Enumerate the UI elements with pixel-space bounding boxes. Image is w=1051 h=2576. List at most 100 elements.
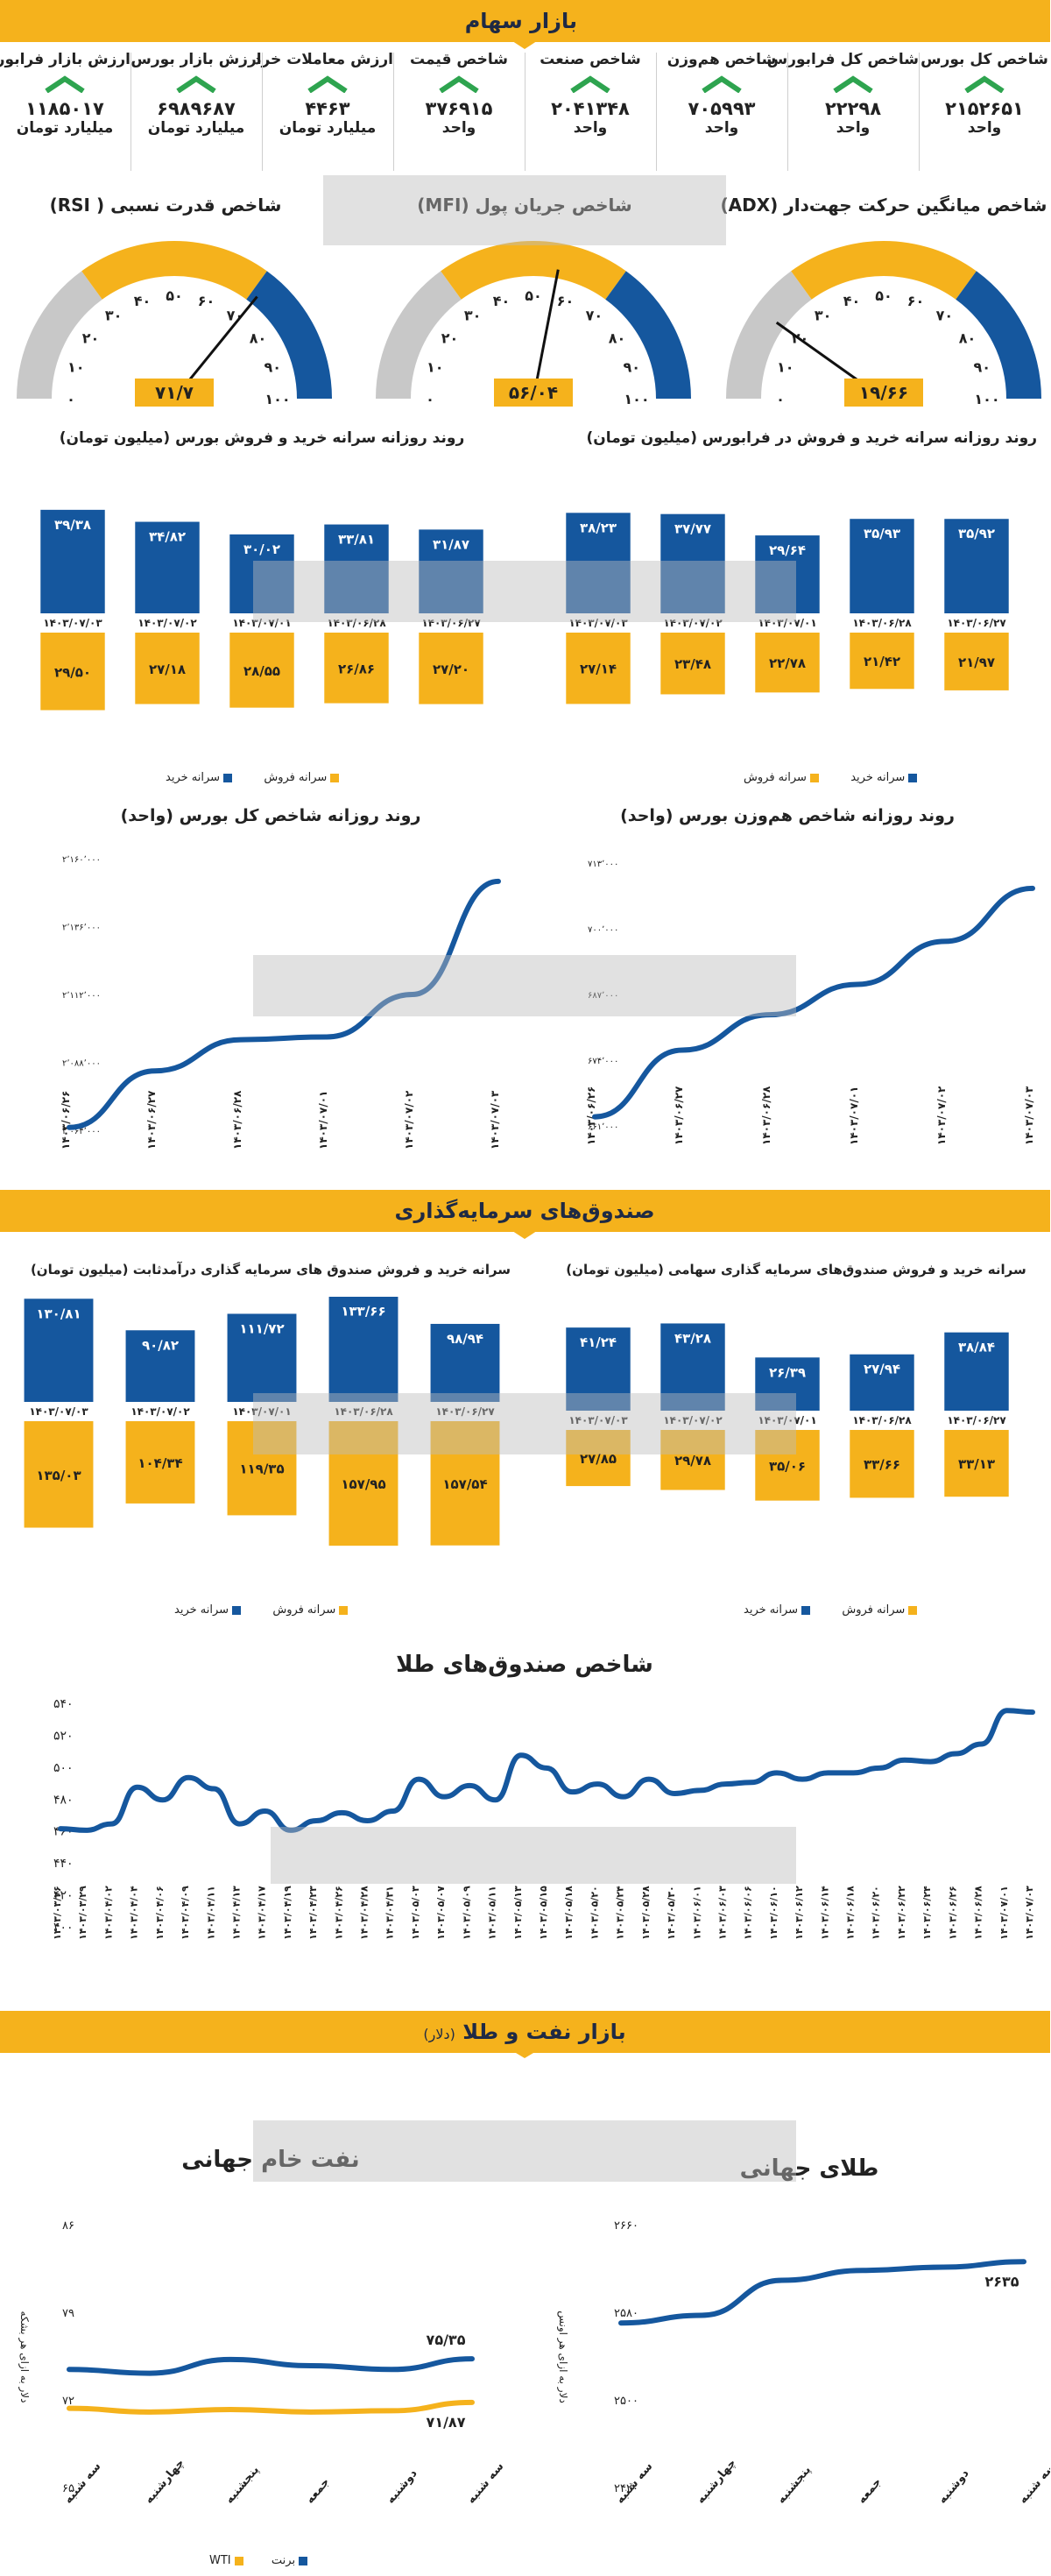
gauge-band-mid bbox=[441, 241, 627, 300]
kpi-value: ۷۰۵۹۹۳ bbox=[688, 98, 757, 119]
kpi-value: ۱۱۸۵۰۱۷ bbox=[26, 98, 105, 119]
buy-label: ۱۳۳/۶۶ bbox=[342, 1304, 386, 1320]
trend-up-icon bbox=[571, 75, 611, 94]
gauge-tick: ۲۰ bbox=[83, 330, 101, 347]
legend-wti-swatch bbox=[235, 2556, 244, 2565]
kpi-value: ۳۷۶۹۱۵ bbox=[426, 98, 494, 119]
gauge-band-mid bbox=[82, 241, 268, 300]
gauge-title: شاخص جریان پول (MFI) bbox=[418, 195, 633, 216]
x-tick-label: ۱۴۰۳/۰۶/۲۸ bbox=[974, 1886, 985, 1940]
sell-bar bbox=[228, 1421, 298, 1516]
x-tick-label: ۱۴۰۳/۰۶/۰۳ bbox=[717, 1886, 729, 1940]
trend-up-icon bbox=[834, 75, 874, 94]
category-label: ۱۴۰۳/۰۷/۰۱ bbox=[758, 1414, 817, 1426]
y-tick-label: ۲٬۱۳۶٬۰۰۰ bbox=[63, 924, 102, 933]
category-label: ۱۴۰۳/۰۷/۰۱ bbox=[233, 1405, 292, 1418]
series-line bbox=[67, 2356, 476, 2376]
total-index-chart: ۲٬۰۶۴٬۰۰۰ ۲٬۰۸۸٬۰۰۰ ۲٬۱۱۲٬۰۰۰ ۲٬۱۳۶٬۰۰۰ ۲٬۱۶… bbox=[60, 855, 502, 1150]
category-label: ۱۴۰۳/۰۷/۰۳ bbox=[569, 1414, 629, 1426]
kpi-title: ارزش بازار فرابورس bbox=[0, 51, 131, 68]
x-tick-label: ۱۴۰۳/۰۳/۲۹ bbox=[78, 1886, 89, 1940]
x-tick-label: ۱۴۰۳/۰۶/۱۸ bbox=[846, 1886, 857, 1940]
gauge-tick: ۱۰ bbox=[68, 359, 86, 376]
sell-label: ۲۶/۸۶ bbox=[339, 661, 376, 676]
sell-bar bbox=[325, 633, 390, 704]
buy-label: ۲۷/۹۴ bbox=[864, 1362, 901, 1377]
bourse-legend: سرانه فروش سرانه خرید bbox=[166, 771, 343, 784]
trend-up-icon bbox=[46, 75, 86, 94]
sell-bar bbox=[661, 1430, 726, 1490]
x-tick-label: جمعه bbox=[857, 2475, 885, 2506]
series-line bbox=[67, 2399, 476, 2415]
sell-bar bbox=[945, 633, 1010, 690]
legend-buy: سرانه خرید bbox=[166, 771, 222, 784]
gold-global-chart: ۲۴۲۰ ۲۵۰۰ ۲۵۸۰ ۲۶۶۰ سه شنبه چهارشنبه پنجشنبه جم… bbox=[557, 2219, 1051, 2507]
sell-bar bbox=[756, 633, 821, 693]
kpi-divider bbox=[657, 53, 658, 171]
x-tick-label: ۱۴۰۳/۰۷/۰۳ bbox=[1025, 1886, 1036, 1940]
bourse-percapita-chart: ۳۱/۸۷ ۱۴۰۳/۰۶/۲۷ ۲۷/۲۰ ۳۳/۸۱ ۱۴۰۳/۰۶/۲۸ ۲۶/۸۶… bbox=[41, 509, 484, 711]
x-tick-label: ۱۴۰۳/۰۶/۲۷ bbox=[674, 1086, 686, 1145]
kpi-value: ۲۲۲۹۸ bbox=[825, 98, 883, 119]
y-tick-label: ۲۵۸۰ bbox=[615, 2307, 639, 2320]
y-tick-label: ۶۵ bbox=[63, 2482, 75, 2495]
x-tick-label: ۱۴۰۳/۰۵/۲۸ bbox=[641, 1886, 652, 1940]
buy-label: ۴۱/۲۴ bbox=[581, 1334, 617, 1350]
x-tick-label: دوشنبه bbox=[937, 2466, 973, 2506]
fixed-income-funds-chart: ۹۸/۹۴ ۱۴۰۳/۰۶/۲۷ ۱۵۷/۵۴ ۱۳۳/۶۶ ۱۴۰۳/۰۶/۲۸ ۱۵۷… bbox=[25, 1297, 501, 1546]
x-tick-label: ۱۴۰۳/۰۶/۰۱ bbox=[692, 1886, 703, 1940]
buy-bar bbox=[230, 534, 295, 613]
buy-bar bbox=[567, 513, 631, 613]
oil-global-title: نفت خام جهانی bbox=[182, 2147, 361, 2173]
sell-label: ۲۷/۱۴ bbox=[581, 662, 617, 677]
gauge-tick: ۱۰ bbox=[778, 359, 795, 376]
x-tick-label: ۱۴۰۳/۰۵/۳۰ bbox=[667, 1886, 678, 1940]
oil-global-chart: ۶۵ ۷۲ ۷۹ ۸۶ سه شنبه چهارشنبه پنجشنبه جمعه دوشنبه… bbox=[18, 2219, 508, 2507]
legend-buy: سرانه خرید bbox=[175, 1603, 230, 1617]
sell-label: ۳۳/۶۶ bbox=[864, 1457, 901, 1473]
buy-bar bbox=[136, 521, 201, 613]
trend-up-icon bbox=[965, 75, 1005, 94]
gauge-tick: ۰ bbox=[67, 391, 76, 407]
sell-bar bbox=[756, 1430, 821, 1501]
kpi-unit: واحد bbox=[836, 119, 871, 137]
sell-bar bbox=[420, 633, 484, 704]
x-tick-label: ۱۴۰۳/۰۵/۱۸ bbox=[564, 1886, 575, 1940]
buy-bar bbox=[945, 1332, 1010, 1411]
kpi-value: ۲۱۵۲۶۵۱ bbox=[946, 98, 1025, 119]
kpi-divider bbox=[394, 53, 395, 171]
oil-gold-title-text: بازار نفت و طلا bbox=[463, 2020, 627, 2044]
sell-bar bbox=[230, 633, 295, 708]
x-tick-label: ۱۴۰۳/۰۶/۲۴ bbox=[922, 1886, 934, 1940]
buy-label: ۳۴/۸۲ bbox=[150, 529, 187, 545]
y-tick-label: ۴۴۰ bbox=[54, 1857, 74, 1871]
x-tick-label: ۱۴۰۳/۰۵/۱۳ bbox=[513, 1886, 525, 1940]
x-tick-label: ۱۴۰۳/۰۵/۰۹ bbox=[462, 1886, 473, 1940]
y-tick-label: ۶۷۴٬۰۰۰ bbox=[589, 1057, 619, 1066]
legend-buy: سرانه خرید bbox=[851, 771, 906, 784]
y-tick-label: ۲۶۶۰ bbox=[615, 2219, 639, 2233]
x-tick-label: سه شنبه bbox=[466, 2460, 508, 2507]
buy-bar bbox=[661, 1323, 726, 1411]
watermark bbox=[324, 175, 727, 245]
buy-label: ۳۵/۹۳ bbox=[864, 526, 901, 541]
gauge-band-low bbox=[18, 271, 103, 399]
buy-label: ۳۹/۳۸ bbox=[55, 517, 92, 533]
kpi-value: ۶۹۸۹۶۸۷ bbox=[158, 98, 236, 119]
legend-sell: سرانه فروش bbox=[273, 1603, 337, 1617]
sell-label: ۱۰۴/۳۴ bbox=[138, 1455, 183, 1471]
sell-bar bbox=[567, 633, 631, 704]
y-tick-label: ۴۲۰ bbox=[54, 1889, 74, 1903]
watermark bbox=[254, 2120, 797, 2182]
buy-bar bbox=[325, 524, 390, 613]
fixed-income-legend: سرانه فروش سرانه خرید bbox=[175, 1603, 352, 1617]
trend-up-icon bbox=[702, 75, 743, 94]
kpi-divider bbox=[788, 53, 789, 171]
watermark bbox=[254, 1393, 797, 1454]
category-label: ۱۴۰۳/۰۷/۰۱ bbox=[233, 617, 292, 629]
category-label: ۱۴۰۳/۰۷/۰۲ bbox=[131, 1405, 191, 1418]
buy-label: ۳۵/۹۲ bbox=[959, 526, 996, 541]
kpi-divider bbox=[263, 53, 264, 171]
bourse-chart-title: روند روزانه سرانه خرید و فروش بورس (میلی… bbox=[60, 429, 466, 447]
buy-bar bbox=[945, 519, 1010, 613]
